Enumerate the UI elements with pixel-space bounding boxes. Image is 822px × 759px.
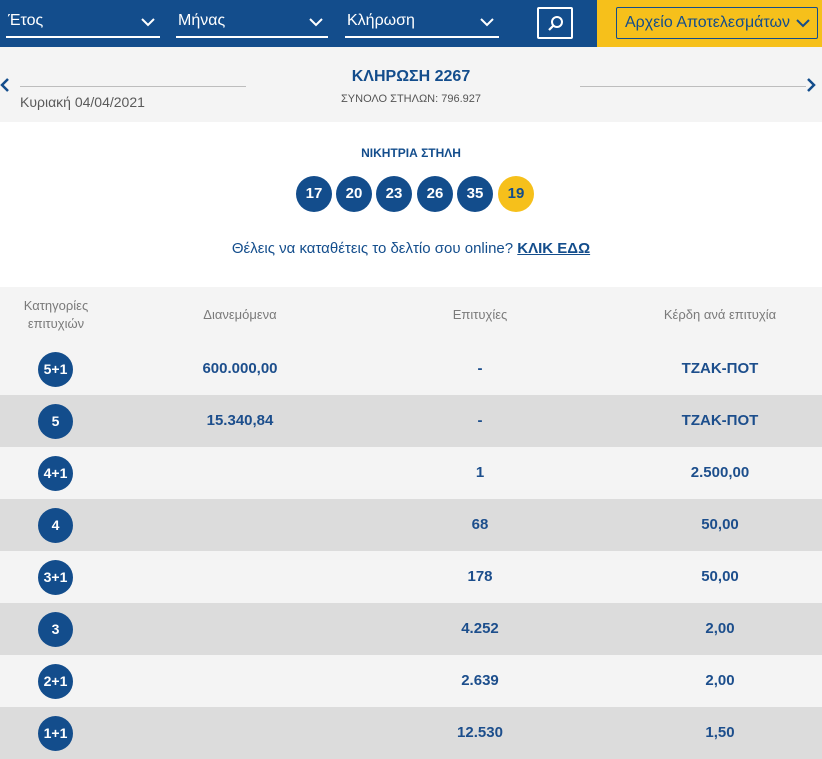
- prize-cell: 2.500,00: [690, 464, 750, 481]
- table-row: 2+1 2.639 2,00: [0, 655, 822, 707]
- header-categories-line2: επιτυχιών: [27, 316, 85, 331]
- winners-cell: -: [477, 360, 483, 377]
- search-button[interactable]: [537, 7, 573, 39]
- table-row: 3 4.252 2,00: [0, 603, 822, 655]
- month-select-label: Μήνας: [178, 12, 226, 29]
- category-badge: 4+1: [38, 456, 73, 491]
- prize-cell: 50,00: [701, 516, 739, 533]
- category-badge: 2+1: [38, 664, 73, 699]
- winning-number-ball: 20: [336, 176, 372, 212]
- category-badge: 1+1: [38, 716, 73, 751]
- winning-column-title: ΝΙΚΗΤΡΙΑ ΣΤΗΛΗ: [361, 146, 461, 160]
- draw-title: ΚΛΗΡΩΣΗ 2267: [351, 68, 471, 85]
- winning-number-ball: 23: [376, 176, 412, 212]
- click-here-link[interactable]: ΚΛΙΚ ΕΔΩ: [517, 240, 591, 257]
- winners-cell: 68: [471, 516, 489, 533]
- winners-cell: 2.639: [461, 672, 499, 689]
- draw-header: ΚΛΗΡΩΣΗ 2267 ΣΥΝΟΛΟ ΣΤΗΛΩΝ: 796.927 Κυρι…: [0, 47, 822, 122]
- prize-cell: ΤΖΑΚ-ΠΟΤ: [681, 412, 759, 429]
- table-row: 4+1 1 2.500,00: [0, 447, 822, 499]
- table-header: Κατηγορίες επιτυχιών Διανεμόμενα Επιτυχί…: [0, 287, 822, 343]
- draw-select-label: Κλήρωση: [347, 12, 415, 29]
- chevron-right-icon[interactable]: [806, 77, 816, 98]
- table-row: 3+1 178 50,00: [0, 551, 822, 603]
- prize-cell: 50,00: [701, 568, 739, 585]
- table-row: 1+1 12.530 1,50: [0, 707, 822, 759]
- prize-cell: 2,00: [705, 672, 735, 689]
- draw-date: Κυριακή 04/04/2021: [20, 94, 145, 110]
- distributed-cell: 600.000,00: [202, 360, 278, 377]
- category-badge: 3+1: [38, 560, 73, 595]
- joker-number-ball: 19: [498, 176, 534, 212]
- divider: [580, 86, 806, 87]
- winners-cell: 12.530: [457, 724, 503, 741]
- chevron-down-icon: [308, 14, 324, 30]
- header-categories-line1: Κατηγορίες: [23, 298, 89, 313]
- draw-select[interactable]: Κλήρωση: [345, 8, 499, 38]
- year-select[interactable]: Έτος: [6, 8, 160, 38]
- header-categories: Κατηγορίες επιτυχιών: [0, 297, 112, 333]
- header-prize: Κέρδη ανά επιτυχία: [663, 307, 777, 322]
- table-row: 4 68 50,00: [0, 499, 822, 551]
- table-row: 5+1 600.000,00 - ΤΖΑΚ-ΠΟΤ: [0, 343, 822, 395]
- winning-number-ball: 35: [457, 176, 493, 212]
- online-promo: Θέλεις να καταθέτεις το δελτίο σου onlin…: [0, 240, 822, 257]
- archive-select[interactable]: Αρχείο Αποτελεσμάτων: [616, 7, 818, 39]
- category-badge: 4: [38, 508, 73, 543]
- prize-cell: 2,00: [705, 620, 735, 637]
- category-badge: 3: [38, 612, 73, 647]
- online-promo-text: Θέλεις να καταθέτεις το δελτίο σου onlin…: [231, 240, 514, 257]
- prize-cell: ΤΖΑΚ-ΠΟΤ: [681, 360, 759, 377]
- winners-cell: -: [477, 412, 483, 429]
- header-distributed: Διανεμόμενα: [203, 307, 277, 322]
- chevron-down-icon: [140, 14, 156, 30]
- filter-bar: Έτος Μήνας Κλήρωση Αρχείο Αποτελεσμάτων: [0, 0, 822, 47]
- table-row: 5 15.340,84 - ΤΖΑΚ-ΠΟΤ: [0, 395, 822, 447]
- header-winners: Επιτυχίες: [452, 307, 508, 322]
- category-badge: 5: [38, 404, 73, 439]
- archive-panel: Αρχείο Αποτελεσμάτων: [597, 0, 822, 47]
- chevron-left-icon[interactable]: [0, 77, 10, 98]
- month-select[interactable]: Μήνας: [176, 8, 328, 38]
- category-badge: 5+1: [38, 352, 73, 387]
- winners-cell: 1: [475, 464, 485, 481]
- prize-cell: 1,50: [705, 724, 735, 741]
- divider: [20, 86, 246, 87]
- draw-total-columns: ΣΥΝΟΛΟ ΣΤΗΛΩΝ: 796.927: [340, 93, 482, 105]
- winners-cell: 178: [467, 568, 493, 585]
- winning-number-ball: 26: [417, 176, 453, 212]
- distributed-cell: 15.340,84: [206, 412, 274, 429]
- winners-cell: 4.252: [461, 620, 499, 637]
- chevron-down-icon: [479, 14, 495, 30]
- year-select-label: Έτος: [8, 12, 44, 29]
- winning-number-ball: 17: [296, 176, 332, 212]
- chevron-down-icon: [795, 15, 811, 31]
- archive-select-label: Αρχείο Αποτελεσμάτων: [625, 14, 790, 31]
